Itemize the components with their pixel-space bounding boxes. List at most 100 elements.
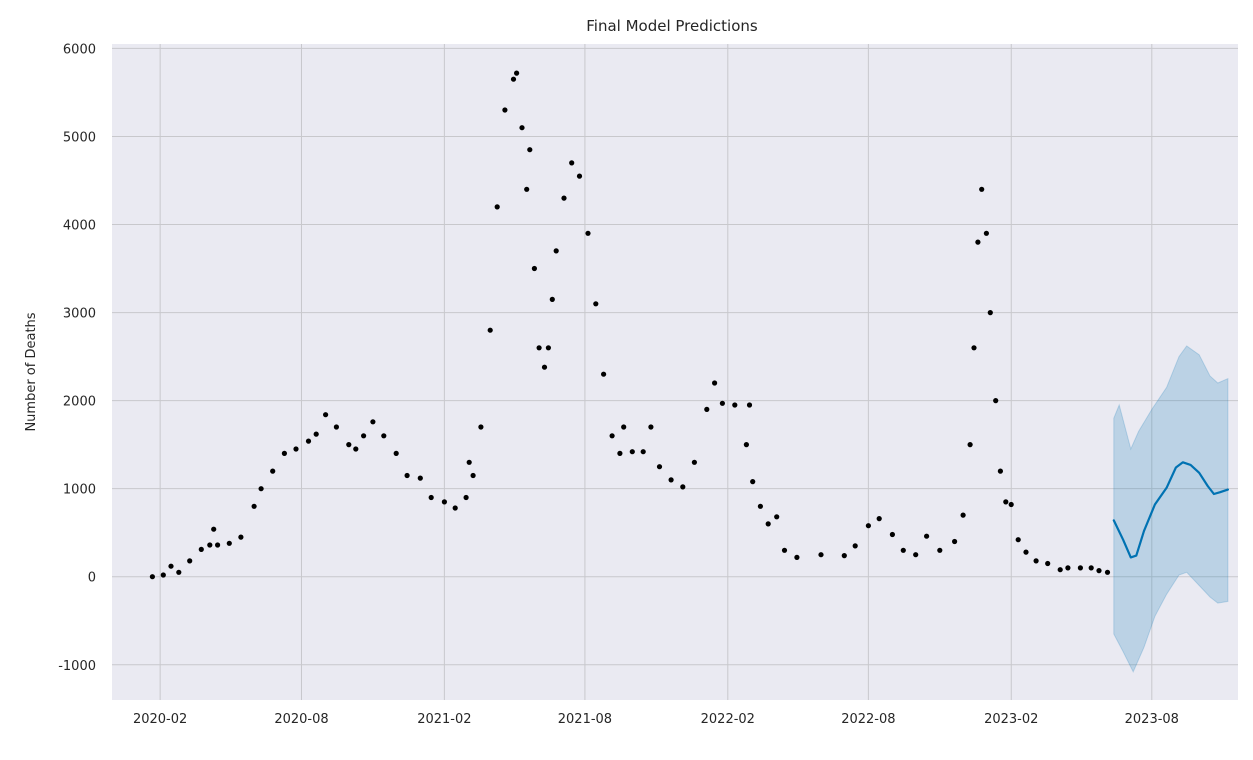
- data-point: [865, 523, 872, 529]
- data-point: [640, 449, 646, 455]
- y-tick-label: 6000: [63, 42, 96, 57]
- data-point: [979, 186, 985, 192]
- data-point: [757, 503, 764, 509]
- data-point: [1077, 565, 1083, 571]
- data-point: [1057, 567, 1063, 573]
- data-point: [270, 468, 276, 474]
- data-point: [428, 494, 434, 501]
- data-point: [527, 147, 533, 153]
- data-point: [149, 574, 155, 580]
- data-point: [305, 438, 312, 444]
- data-point: [1088, 565, 1094, 571]
- data-point: [576, 173, 583, 179]
- data-point: [524, 186, 530, 192]
- observed-points-layer: [149, 70, 1111, 580]
- data-point: [404, 472, 410, 479]
- x-tick-label: 2020-08: [274, 712, 328, 727]
- x-tick-label: 2021-08: [558, 712, 612, 727]
- data-point: [987, 310, 993, 316]
- data-point: [226, 540, 232, 546]
- data-point: [494, 204, 500, 210]
- y-tick-label: 3000: [63, 307, 96, 322]
- data-point: [281, 450, 287, 456]
- data-point: [593, 301, 599, 307]
- data-point: [1045, 560, 1051, 567]
- data-point: [774, 514, 780, 520]
- data-point: [549, 296, 555, 302]
- data-point: [536, 345, 542, 351]
- forecast-band-layer: [1113, 345, 1229, 673]
- data-point: [656, 464, 663, 470]
- data-point: [333, 424, 339, 430]
- data-point: [585, 230, 591, 236]
- data-point: [519, 125, 525, 131]
- y-axis-label: Number of Deaths: [24, 312, 39, 431]
- y-tick-label: -1000: [58, 659, 96, 674]
- data-point: [794, 554, 800, 561]
- data-point: [393, 450, 399, 456]
- data-point: [313, 431, 319, 437]
- data-point: [198, 546, 204, 553]
- data-point: [876, 516, 882, 522]
- forecast-line: [1112, 461, 1229, 559]
- data-point: [381, 433, 387, 439]
- data-point: [1033, 558, 1039, 564]
- data-point: [258, 486, 264, 492]
- y-tick-label: 5000: [63, 130, 96, 145]
- data-point: [553, 248, 559, 254]
- data-point: [967, 442, 973, 448]
- data-point: [545, 345, 552, 351]
- y-tick-label: 0: [88, 571, 96, 586]
- data-point: [478, 424, 484, 430]
- plot-area: [112, 44, 1238, 700]
- data-point: [1003, 499, 1009, 505]
- x-tick-label: 2020-02: [133, 712, 187, 727]
- x-tick-label: 2022-08: [841, 712, 895, 727]
- data-point: [750, 479, 756, 485]
- data-point: [889, 531, 896, 538]
- data-point: [502, 107, 508, 113]
- data-point: [452, 505, 458, 511]
- data-point: [251, 503, 257, 509]
- data-point: [997, 468, 1004, 474]
- data-point: [346, 442, 352, 448]
- data-point: [1023, 549, 1029, 555]
- data-point: [1065, 565, 1071, 571]
- data-point: [561, 195, 567, 201]
- data-point: [168, 563, 174, 569]
- data-point: [370, 419, 376, 425]
- data-point: [609, 433, 615, 439]
- data-point: [187, 558, 193, 564]
- data-point: [510, 76, 517, 82]
- data-point: [207, 542, 213, 548]
- data-point: [680, 484, 686, 490]
- data-point: [353, 446, 359, 452]
- data-point: [900, 547, 906, 553]
- data-point: [215, 542, 221, 548]
- data-point: [743, 442, 750, 448]
- data-point: [531, 265, 538, 272]
- data-point: [514, 70, 520, 76]
- data-point: [417, 475, 423, 481]
- data-point: [648, 424, 654, 430]
- data-point: [952, 538, 958, 545]
- data-point: [1015, 537, 1021, 543]
- data-point: [569, 160, 575, 166]
- data-point: [924, 533, 930, 539]
- data-point: [621, 424, 627, 430]
- data-point: [323, 412, 329, 418]
- data-point: [1104, 569, 1111, 575]
- y-tick-label: 1000: [63, 483, 96, 498]
- data-point: [691, 459, 698, 465]
- data-point: [441, 499, 447, 505]
- data-point: [176, 569, 182, 575]
- forecast-line-layer: [1112, 461, 1229, 559]
- chart-title: Final Model Predictions: [586, 17, 758, 35]
- data-point: [293, 446, 299, 452]
- y-tick-label: 2000: [63, 395, 96, 410]
- data-point: [361, 433, 367, 439]
- data-point: [983, 230, 990, 236]
- data-point: [781, 547, 788, 553]
- data-point: [463, 494, 469, 501]
